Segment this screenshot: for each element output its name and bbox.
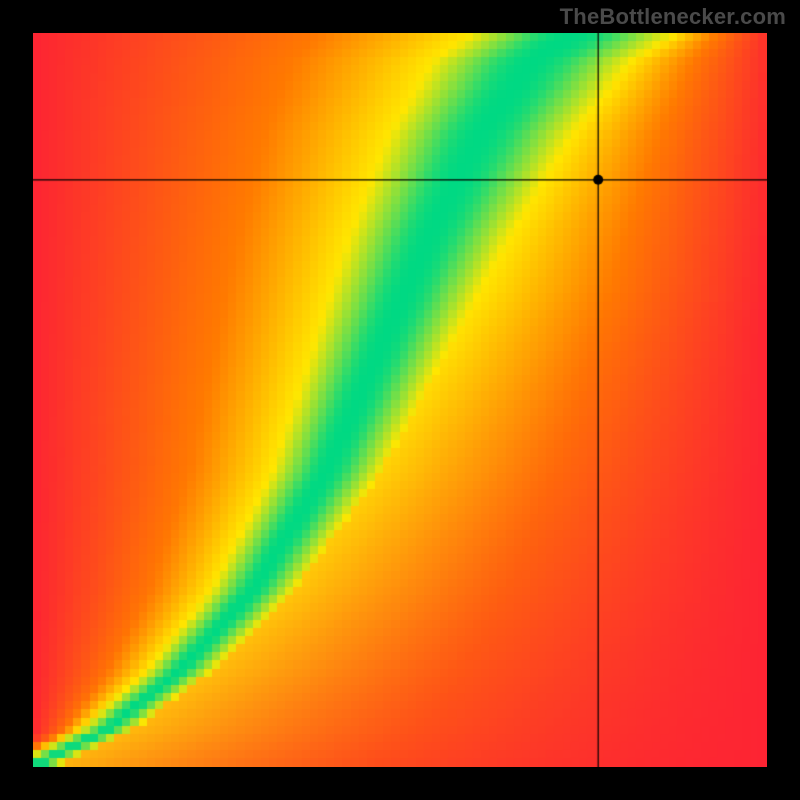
watermark-text: TheBottlenecker.com <box>560 4 786 30</box>
chart-container: TheBottlenecker.com <box>0 0 800 800</box>
heatmap-canvas <box>33 33 767 767</box>
